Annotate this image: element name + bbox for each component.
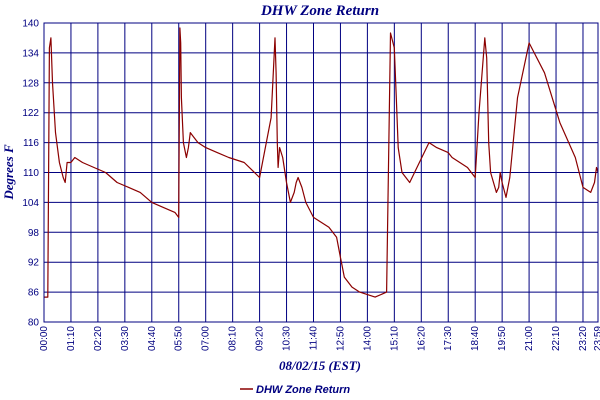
x-tick-label: 02:20 xyxy=(93,326,104,351)
y-tick-label: 86 xyxy=(28,288,40,299)
x-tick-label: 23:20 xyxy=(578,326,589,351)
x-tick-label: 03:30 xyxy=(120,326,131,351)
x-tick-label: 23:59 xyxy=(593,326,600,351)
x-tick-label: 01:10 xyxy=(66,326,77,351)
x-tick-label: 22:10 xyxy=(551,326,562,351)
x-tick-label: 14:00 xyxy=(362,326,373,351)
x-tick-label: 19:50 xyxy=(497,326,508,351)
x-tick-label: 21:00 xyxy=(524,326,535,351)
legend-label: DHW Zone Return xyxy=(256,384,350,396)
y-tick-labels: 80 86 92 98 104 110 116 122 128 134 140 xyxy=(22,19,39,329)
x-tick-label: 15:10 xyxy=(389,326,400,351)
x-tick-label: 07:00 xyxy=(201,326,212,351)
x-tick-label: 04:40 xyxy=(147,326,158,351)
legend: DHW Zone Return xyxy=(240,384,350,396)
x-tick-labels: 00:00 01:10 02:20 03:30 04:40 05:50 07:00 08:10… xyxy=(39,326,600,351)
y-tick-label: 110 xyxy=(23,168,39,179)
y-axis-label: Degrees F xyxy=(1,144,16,201)
x-axis-label: 08/02/15 (EST) xyxy=(279,358,361,373)
x-tick-label: 09:20 xyxy=(255,326,266,351)
plot-frame xyxy=(43,22,599,323)
y-tick-label: 80 xyxy=(28,318,40,329)
x-tick-label: 18:40 xyxy=(470,326,481,351)
y-tick-label: 92 xyxy=(28,258,40,269)
y-tick-label: 116 xyxy=(23,138,39,149)
y-tick-label: 122 xyxy=(22,108,39,119)
series-layer xyxy=(44,27,599,298)
x-tick-label: 05:50 xyxy=(174,326,185,351)
x-tick-label: 00:00 xyxy=(39,326,50,351)
x-tick-label: 10:30 xyxy=(282,326,293,351)
x-tick-label: 11:40 xyxy=(308,326,319,351)
x-tick-label: 17:30 xyxy=(443,326,454,351)
y-tick-label: 98 xyxy=(28,228,40,239)
x-tick-label: 16:20 xyxy=(416,326,427,351)
y-tick-label: 104 xyxy=(22,198,39,209)
series-line-dhw-zone-return xyxy=(44,27,599,298)
y-tick-label: 134 xyxy=(22,48,39,59)
x-tick-label: 08:10 xyxy=(228,326,239,351)
y-tick-label: 140 xyxy=(22,19,39,30)
chart-title: DHW Zone Return xyxy=(260,3,379,19)
x-tick-label: 12:50 xyxy=(335,326,346,351)
y-tick-label: 128 xyxy=(22,78,39,89)
